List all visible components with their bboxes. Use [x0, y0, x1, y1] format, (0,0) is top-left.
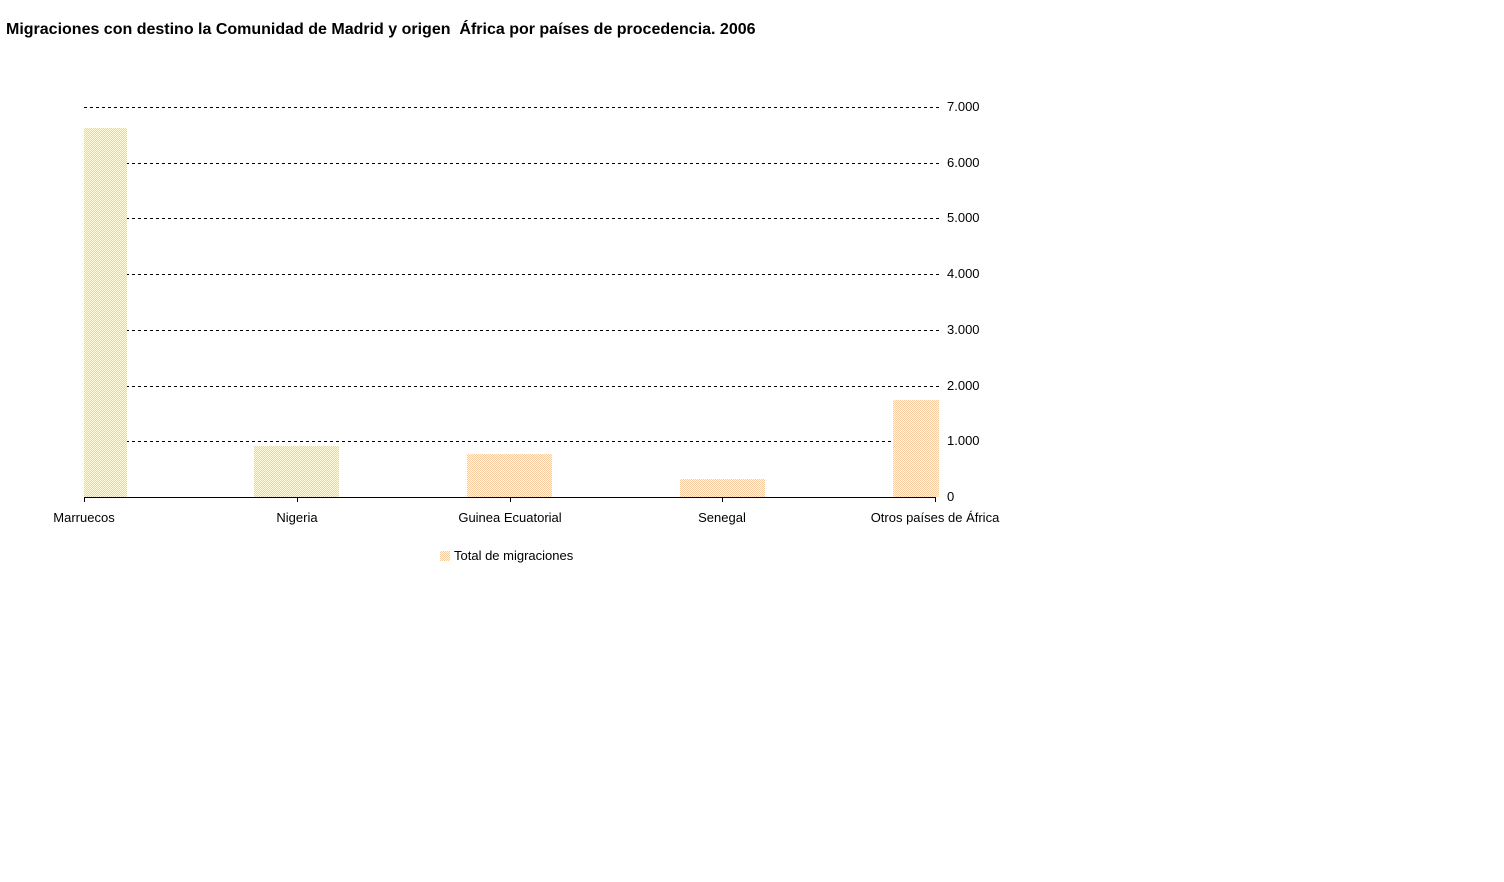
y-tick-label-0: 0: [947, 489, 955, 504]
x-cat-label-1: Nigeria: [276, 510, 318, 525]
y-tick-label-3000: 3.000: [947, 322, 980, 337]
bar-nigeria: [254, 446, 339, 497]
gridline-4000: [84, 274, 941, 275]
y-tick-label-1000: 1.000: [947, 433, 980, 448]
x-tick-4: [935, 497, 936, 502]
gridline-2000: [84, 386, 941, 387]
x-tick-3: [722, 497, 723, 502]
chart-title: Migraciones con destino la Comunidad de …: [6, 21, 756, 38]
x-cat-label-2: Guinea Ecuatorial: [458, 510, 562, 525]
x-cat-label-3: Senegal: [698, 510, 746, 525]
legend: Total de migraciones: [440, 548, 573, 563]
legend-label: Total de migraciones: [454, 548, 574, 563]
gridline-3000: [84, 330, 941, 331]
x-cat-label-0: Marruecos: [53, 510, 115, 525]
legend-swatch-icon: [440, 550, 450, 561]
bar-otros-pa-ses-de-frica: [893, 400, 939, 497]
x-cat-label-4: Otros países de África: [870, 510, 1000, 525]
gridline-5000: [84, 218, 941, 219]
bar-guinea-ecuatorial: [467, 454, 552, 497]
x-tick-1: [297, 497, 298, 502]
gridline-7000: [84, 107, 941, 108]
x-tick-2: [510, 497, 511, 502]
y-tick-label-2000: 2.000: [947, 378, 980, 393]
bar-senegal: [680, 479, 765, 497]
bar-marruecos: [84, 128, 127, 497]
y-tick-label-4000: 4.000: [947, 266, 980, 281]
y-tick-label-6000: 6.000: [947, 155, 980, 170]
gridline-1000: [84, 441, 941, 442]
gridline-6000: [84, 163, 941, 164]
x-tick-0: [84, 497, 85, 502]
y-tick-label-7000: 7.000: [947, 99, 980, 114]
y-tick-label-5000: 5.000: [947, 210, 980, 225]
